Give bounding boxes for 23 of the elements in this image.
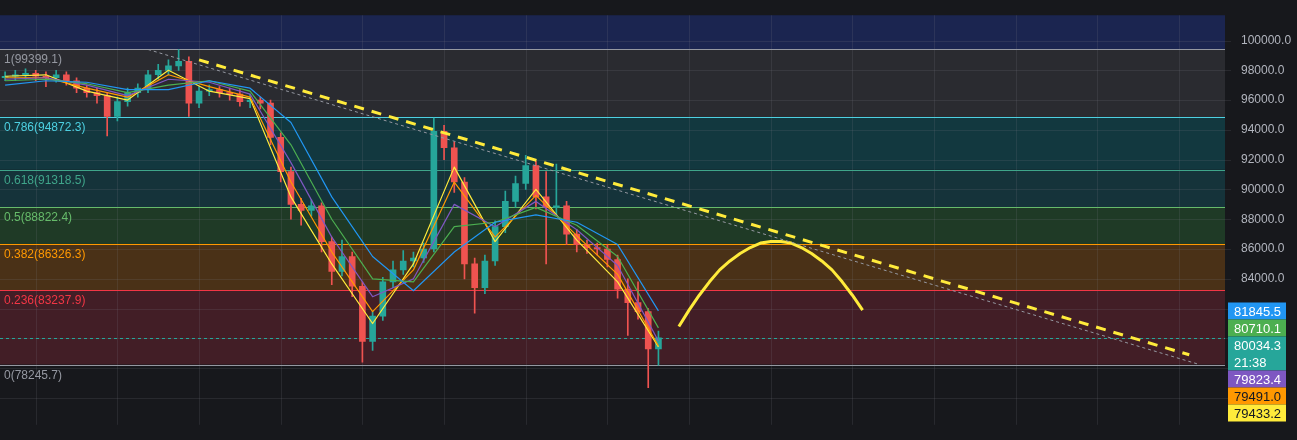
text: 80710.1 [1234, 320, 1281, 336]
y-tick-label: 98000.0 [1241, 62, 1285, 77]
y-tick-label: 84000.0 [1241, 271, 1285, 286]
text: 21:38 [1234, 354, 1267, 370]
text: 79823.4 [1234, 371, 1281, 387]
y-tick-label: 94000.0 [1241, 122, 1285, 137]
ref-line-label: 0.5(88822.4) [4, 209, 73, 224]
ref-line-label: 0.786(94872.3) [4, 119, 86, 134]
ref-line-label: 0(78245.7) [4, 367, 63, 382]
text: 79491.0 [1234, 388, 1281, 404]
y-tick-label: 92000.0 [1241, 151, 1285, 166]
ref-line-label: 1(99399.1) [4, 51, 63, 66]
y-tick-label: 86000.0 [1241, 241, 1285, 256]
ref-line-label: 0.236(83237.9) [4, 292, 86, 307]
ref-line-label: 0.382(86326.3) [4, 246, 86, 261]
y-tick-label: 96000.0 [1241, 92, 1285, 107]
text: 79433.2 [1234, 405, 1281, 421]
ref-line-label: 80034.3 [1234, 337, 1281, 353]
ref-line-label: 0.618(91318.5) [4, 172, 86, 187]
text: 81845.5 [1234, 303, 1281, 319]
y-tick-label: 90000.0 [1241, 181, 1285, 196]
y-tick-label: 100000.0 [1241, 32, 1292, 47]
y-tick-label: 88000.0 [1241, 211, 1285, 226]
